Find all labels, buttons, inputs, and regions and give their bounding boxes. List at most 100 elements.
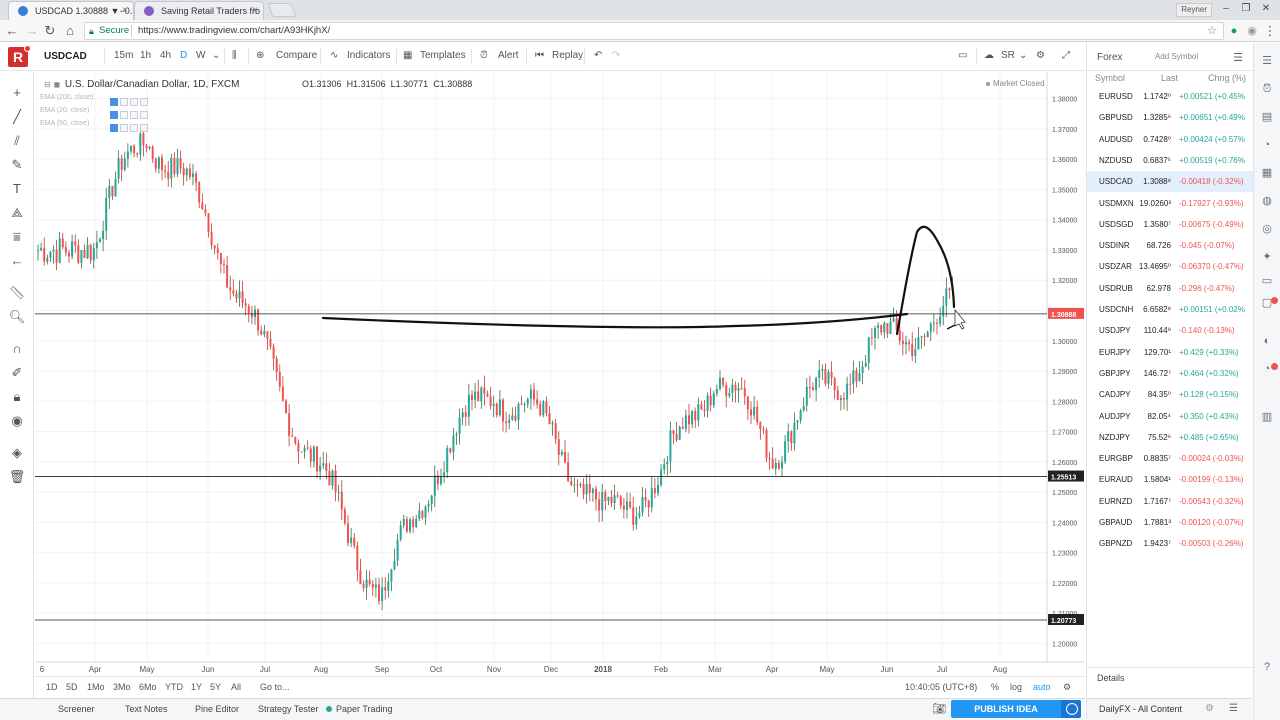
- trash-icon[interactable]: 🗑︎: [8, 469, 26, 484]
- clock-timezone[interactable]: 10:40:05 (UTC+8): [905, 682, 978, 692]
- extension-icon[interactable]: ◉: [1247, 25, 1257, 37]
- trend-line-icon[interactable]: ╱: [13, 109, 21, 124]
- feed-settings-icon[interactable]: ⚙: [1205, 703, 1214, 714]
- ruler-icon[interactable]: 📏︎: [8, 285, 26, 300]
- watchlist-row-gbpnzd[interactable]: GBPNZD 1.9423⁷ -0.00503 (-0.26%): [1087, 533, 1253, 554]
- watchlist-title[interactable]: Forex: [1097, 52, 1123, 63]
- forecast-icon[interactable]: ⩸: [13, 229, 21, 244]
- replay-button[interactable]: Replay: [552, 50, 584, 61]
- watchlist-row-audjpy[interactable]: AUDJPY 82.05⁴ +0.350 (+0.43%): [1087, 406, 1253, 427]
- pitchfork-icon[interactable]: ⫽: [14, 133, 20, 148]
- tab-paper-trading[interactable]: Paper Trading: [326, 704, 393, 714]
- templates-button[interactable]: Templates: [420, 50, 466, 61]
- tab-pine-editor[interactable]: Pine Editor: [195, 704, 240, 714]
- browser-menu-icon[interactable]: ⋮: [1263, 23, 1277, 38]
- data-window-icon[interactable]: ▤: [1261, 111, 1273, 123]
- news-feed-bar[interactable]: DailyFX - All Content ⚙ ☰: [1086, 698, 1252, 720]
- dom-icon[interactable]: ▥: [1261, 411, 1273, 423]
- close-window-icon[interactable]: ✕: [1261, 3, 1271, 14]
- goto-date-button[interactable]: Go to...: [260, 682, 290, 692]
- order-panel-icon[interactable]: ◔: [1263, 363, 1271, 375]
- undo-icon[interactable]: ↶: [594, 50, 603, 61]
- redo-icon[interactable]: ↷: [612, 50, 621, 61]
- hotlist-icon[interactable]: ◔: [1263, 139, 1271, 151]
- notifications-icon[interactable]: ◐: [1263, 335, 1271, 347]
- range-1d[interactable]: 1D: [46, 682, 58, 692]
- alerts-icon[interactable]: ⏰︎: [1262, 83, 1272, 95]
- publish-play-icon[interactable]: [1061, 700, 1081, 718]
- brush-icon[interactable]: ✎: [11, 157, 23, 172]
- arrow-icon[interactable]: ←: [10, 253, 24, 268]
- hide-drawings-icon[interactable]: ◉: [11, 413, 23, 428]
- watchlist-row-usdrub[interactable]: USDRUB 62.978 -0.296 (-0.47%): [1087, 278, 1253, 299]
- saved-layout-label[interactable]: SR: [1001, 50, 1015, 61]
- watchlist-row-usdinr[interactable]: USDINR 68.726 -0.045 (-0.07%): [1087, 235, 1253, 256]
- watchlist-row-eurjpy[interactable]: EURJPY 129.70¹ +0.429 (+0.33%): [1087, 342, 1253, 363]
- settings-gear-icon[interactable]: ⚙: [1036, 50, 1045, 61]
- watchlist-row-eurgbp[interactable]: EURGBP 0.8835⁷ -0.00024 (-0.03%): [1087, 448, 1253, 469]
- layout-dropdown-icon[interactable]: ⌄: [1019, 50, 1028, 61]
- streams-icon[interactable]: ◎: [1262, 223, 1272, 235]
- auto-scale-toggle[interactable]: auto: [1033, 682, 1051, 692]
- interval-d[interactable]: D: [180, 50, 188, 61]
- watchlist-row-audusd[interactable]: AUDUSD 0.7428⁰ +0.00424 (+0.57%: [1087, 129, 1253, 150]
- indicator-controls[interactable]: [110, 121, 156, 132]
- chart-type-icon[interactable]: ⫼: [232, 50, 237, 61]
- watchlist-row-usdjpy[interactable]: USDJPY 110.44⁹ -0.140 (-0.13%): [1087, 320, 1253, 341]
- reload-icon[interactable]: ↻: [44, 23, 56, 38]
- range-all[interactable]: All: [231, 682, 242, 692]
- interval-1h[interactable]: 1h: [140, 50, 152, 61]
- watchlist-row-euraud[interactable]: EURAUD 1.5804¹ -0.00199 (-0.13%): [1087, 469, 1253, 490]
- hide-icon[interactable]: ◼: [53, 80, 61, 89]
- stay-in-drawing-icon[interactable]: ✐: [11, 365, 23, 380]
- calendar-icon[interactable]: ▦: [1261, 167, 1273, 179]
- price-chart[interactable]: 6 Apr May Jun Jul Aug Sep Oct Nov Dec 2018 Feb Mar Ap…: [35, 72, 1085, 698]
- range-5d[interactable]: 5D: [66, 682, 78, 692]
- magnet-icon[interactable]: ∩: [12, 341, 22, 356]
- watchlist-menu-icon[interactable]: ☰: [1233, 52, 1243, 64]
- range-1mo[interactable]: 1Mo: [87, 682, 105, 692]
- ideas-icon[interactable]: ◍: [1262, 195, 1272, 207]
- forward-icon[interactable]: →: [25, 23, 39, 38]
- close-tab-icon[interactable]: ×: [122, 5, 128, 16]
- browser-tab-usdcad[interactable]: USDCAD 1.30888 ▼−0.3 ×: [8, 1, 134, 20]
- close-tab-icon[interactable]: ×: [252, 5, 258, 16]
- publish-idea-button[interactable]: PUBLISH IDEA: [951, 700, 1061, 718]
- interval-4h[interactable]: 4h: [160, 50, 172, 61]
- zoom-icon[interactable]: 🔍︎: [8, 309, 26, 324]
- fullscreen-icon[interactable]: ⤢: [1062, 50, 1070, 61]
- ema-200-legend[interactable]: EMA (200, close): [40, 94, 94, 101]
- range-5y[interactable]: 5Y: [210, 682, 222, 692]
- object-tree-icon[interactable]: ◈: [12, 445, 22, 460]
- profile-button[interactable]: Reyner: [1176, 3, 1212, 17]
- watchlist-row-gbpjpy[interactable]: GBPJPY 146.72⁷ +0.464 (+0.32%): [1087, 363, 1253, 384]
- ema-20-legend[interactable]: EMA (20, close): [40, 107, 90, 114]
- interval-15m[interactable]: 15m: [114, 50, 134, 61]
- watchlist-row-eurusd[interactable]: EURUSD 1.1742⁰ +0.00521 (+0.45%: [1087, 86, 1253, 107]
- layout-icon[interactable]: ▭: [958, 50, 968, 61]
- maximize-icon[interactable]: ❐: [1241, 3, 1251, 14]
- details-section[interactable]: Details: [1087, 667, 1253, 697]
- watchlist-row-nzdjpy[interactable]: NZDJPY 75.52⁶ +0.485 (+0.65%): [1087, 427, 1253, 448]
- col-symbol[interactable]: Symbol: [1095, 73, 1126, 83]
- snapshot-camera-icon[interactable]: 📷︎: [932, 703, 946, 715]
- ema-50-legend[interactable]: EMA (50, close): [40, 120, 90, 127]
- back-icon[interactable]: ←: [5, 23, 19, 38]
- watchlist-row-usdmxn[interactable]: USDMXN 19.0260³ -0.17927 (-0.93%): [1087, 193, 1253, 214]
- browser-tab-saving-retail[interactable]: Saving Retail Traders fro ×: [134, 1, 264, 20]
- interval-w[interactable]: W: [196, 50, 206, 61]
- alert-button[interactable]: Alert: [498, 50, 519, 61]
- interval-dropdown-icon[interactable]: ⌄: [212, 50, 221, 61]
- col-change[interactable]: Chng (%): [1208, 73, 1247, 83]
- range-6mo[interactable]: 6Mo: [139, 682, 157, 692]
- tab-text-notes[interactable]: Text Notes: [125, 704, 168, 714]
- watchlist-row-nzdusd[interactable]: NZDUSD 0.6837⁵ +0.00519 (+0.76%: [1087, 150, 1253, 171]
- tab-strategy-tester[interactable]: Strategy Tester: [258, 704, 319, 714]
- private-chats-icon[interactable]: ▢: [1261, 297, 1273, 309]
- watchlist-icon[interactable]: ☰: [1262, 55, 1272, 67]
- watchlist-row-usdsgd[interactable]: USDSGD 1.3580⁷ -0.00675 (-0.49%): [1087, 214, 1253, 235]
- lock-drawings-icon[interactable]: 🔒︎: [13, 389, 21, 404]
- pattern-icon[interactable]: ⟁: [11, 205, 23, 220]
- watchlist-row-usdcnh[interactable]: USDCNH 6.6582⁸ +0.00151 (+0.02%: [1087, 299, 1253, 320]
- range-ytd[interactable]: YTD: [165, 682, 183, 692]
